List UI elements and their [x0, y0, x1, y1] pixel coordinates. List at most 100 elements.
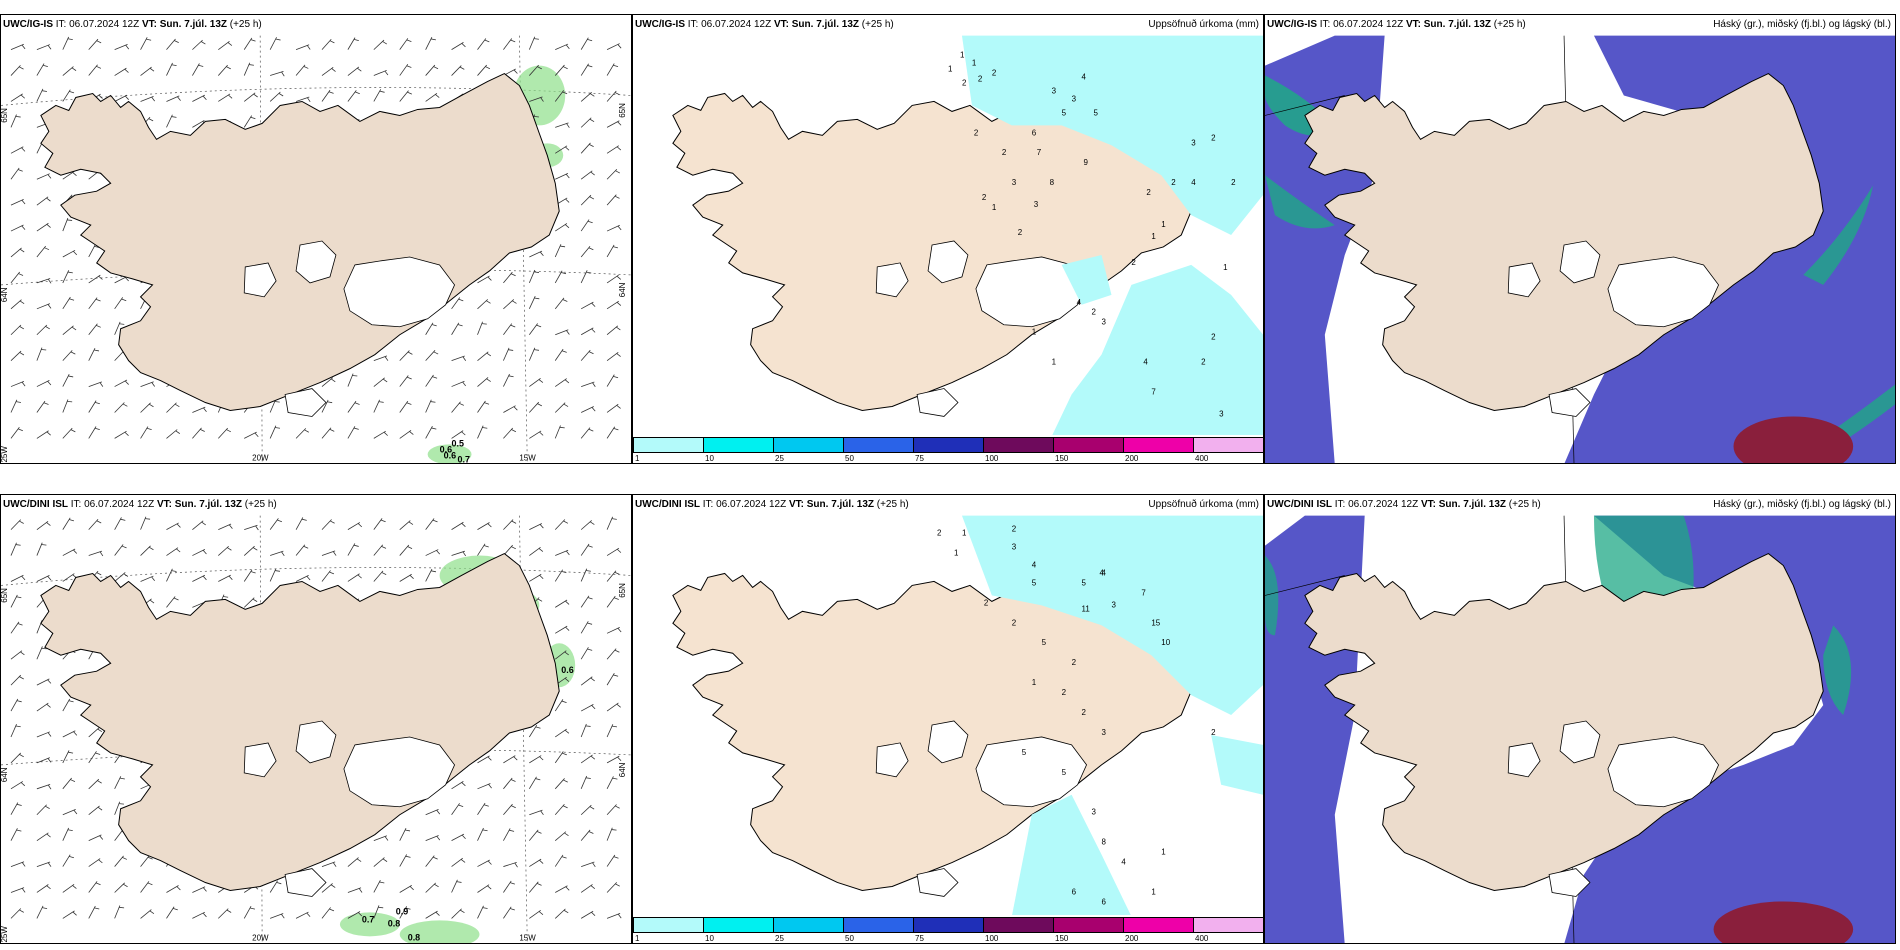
- lat-label-right-top: 65N: [618, 103, 627, 118]
- it-label: IT:: [1319, 19, 1334, 30]
- glacier-outline: [1548, 388, 1591, 417]
- lat-label-right-mid: 64N: [618, 762, 627, 777]
- glacier-outline: [295, 720, 337, 764]
- valid-time: Sun. 7.júl. 13Z: [1438, 499, 1509, 510]
- colorbar-segment: [633, 917, 704, 933]
- precip-value-label: 1: [1032, 678, 1037, 687]
- precip-value-label: 2: [1082, 708, 1087, 717]
- glacier-outline: [1559, 720, 1601, 764]
- initial-time: 06.07.2024 12Z: [1348, 499, 1421, 510]
- map-area: 0.6 0.5 0.6 0.7 20W 15W 65N 64N 25W 65N 64N: [1, 35, 631, 463]
- precip-value-label: 7: [1141, 588, 1146, 597]
- lead-time: (+25 h): [244, 499, 277, 510]
- initial-time: 06.07.2024 12Z: [716, 499, 789, 510]
- precip-value-label: 7: [1037, 148, 1042, 157]
- glacier-outline: [875, 742, 909, 778]
- colorbar-segment: [913, 917, 984, 933]
- colorbar-segment: [1193, 917, 1263, 933]
- precip-value-label: 2: [1012, 618, 1017, 627]
- lead-time: (+25 h): [229, 19, 262, 30]
- valid-time: Sun. 7.júl. 13Z: [806, 499, 877, 510]
- precip-value-label: 10: [1161, 638, 1170, 647]
- valid-time: Sun. 7.júl. 13Z: [1423, 19, 1494, 30]
- initial-time: 06.07.2024 12Z: [1333, 19, 1406, 30]
- precip-value-label: 1: [992, 203, 997, 212]
- map-panel: UWC/IG-IS IT: 06.07.2024 12Z VT: Sun. 7.…: [632, 14, 1264, 464]
- colorbar-tick-label: 400: [1195, 454, 1209, 463]
- precip-value-label: 2: [978, 74, 983, 83]
- precip-value-label: 5: [1082, 578, 1087, 587]
- precip-value-label: 4: [1102, 568, 1107, 577]
- colorbar-tick-label: 75: [915, 934, 924, 943]
- precip-value-label: 2: [1211, 728, 1216, 737]
- vt-label: VT:: [1420, 499, 1439, 510]
- colorbar-tick-label: 1: [635, 934, 640, 943]
- iceland-coastline: [1304, 72, 1824, 411]
- precip-value-label: 3: [1102, 728, 1107, 737]
- gust-value-label: 0.7: [362, 914, 374, 924]
- precip-value-label: 5: [1062, 768, 1067, 777]
- precip-value-label: 4: [1143, 358, 1148, 367]
- precip-value-label: 2: [937, 529, 942, 538]
- precip-value-label: 3: [1034, 200, 1039, 209]
- precip-value-label: 1: [1223, 263, 1228, 272]
- panel-header: UWC/DINI ISL IT: 06.07.2024 12Z VT: Sun.…: [633, 495, 1263, 515]
- map-panel: UWC/DINI ISL IT: 06.07.2024 12Z VT: Sun.…: [1264, 494, 1896, 944]
- precip-value-label: 3: [1102, 318, 1107, 327]
- glacier-outline: [1548, 868, 1591, 897]
- model-name: UWC/DINI ISL: [1267, 499, 1332, 510]
- glacier-outline: [295, 240, 337, 284]
- precip-value-label: 2: [974, 128, 979, 137]
- precip-value-label: 1: [1032, 328, 1037, 337]
- glacier-outline: [284, 388, 327, 417]
- glacier-outline: [1607, 256, 1720, 328]
- precip-value-label: 2: [1131, 258, 1136, 267]
- precip-value-label: 3: [1012, 543, 1017, 552]
- lat-label-right-mid: 64N: [618, 282, 627, 297]
- precip-value-label: 3: [1111, 600, 1116, 609]
- colorbar-tick-label: 1: [635, 454, 640, 463]
- gust-value-label: 0.8: [408, 932, 420, 942]
- colorbar-segment: [843, 917, 914, 933]
- colorbar-tick-label: 100: [985, 454, 999, 463]
- vt-label: VT:: [773, 19, 792, 30]
- panel-title: Háský (gr.), miðský (fj.bl.) og lágský (…: [1713, 499, 1891, 510]
- precip-value-label: 4: [1100, 568, 1105, 577]
- precip-value-label: 2: [982, 193, 987, 202]
- precip-value-label: 2: [1072, 658, 1077, 667]
- precip-area: [961, 515, 1263, 917]
- colorbar-tick-label: 10: [705, 454, 714, 463]
- precip-value-label: 9: [1084, 158, 1089, 167]
- precip-value-label: 8: [1102, 838, 1107, 847]
- map-canvas: [1265, 515, 1895, 943]
- map-area: [1265, 35, 1895, 463]
- lon-label-25w: 25W: [1, 926, 9, 943]
- precip-value-label: 5: [1032, 578, 1037, 587]
- glacier-outline: [284, 868, 327, 897]
- map-panel: UWC/DINI ISL IT: 06.07.2024 12Z VT: Sun.…: [632, 494, 1264, 944]
- panel-title: Háský (gr.), miðský (fj.bl.) og lágský (…: [1713, 19, 1891, 30]
- precip-value-label: 1: [1161, 220, 1166, 229]
- colorbar-segment: [983, 917, 1054, 933]
- model-name: UWC/IG-IS: [1267, 19, 1317, 30]
- panel-header: UWC/DINI ISL IT: 06.07.2024 12Z VT: Sun.…: [1, 495, 631, 515]
- glacier-outline: [243, 262, 277, 298]
- precip-value-label: 11: [1082, 604, 1091, 613]
- model-name: UWC/DINI ISL: [635, 499, 700, 510]
- precip-value-label: 7: [1151, 387, 1156, 396]
- gust-area: [427, 444, 472, 463]
- iceland-coastline: [40, 552, 560, 891]
- map-area: [1265, 515, 1895, 943]
- precip-value-label: 4: [1032, 560, 1037, 569]
- precip-value-label: 3: [1092, 808, 1097, 817]
- lon-label-15w: 15W: [519, 453, 536, 462]
- colorbar-segment: [913, 437, 984, 453]
- gust-value-label: 0.8: [388, 918, 400, 928]
- colorbar-tick-label: 25: [775, 454, 784, 463]
- precip-value-label: 1: [1151, 887, 1156, 896]
- colorbar-tick-label: 200: [1125, 454, 1139, 463]
- glacier-outline: [875, 262, 909, 298]
